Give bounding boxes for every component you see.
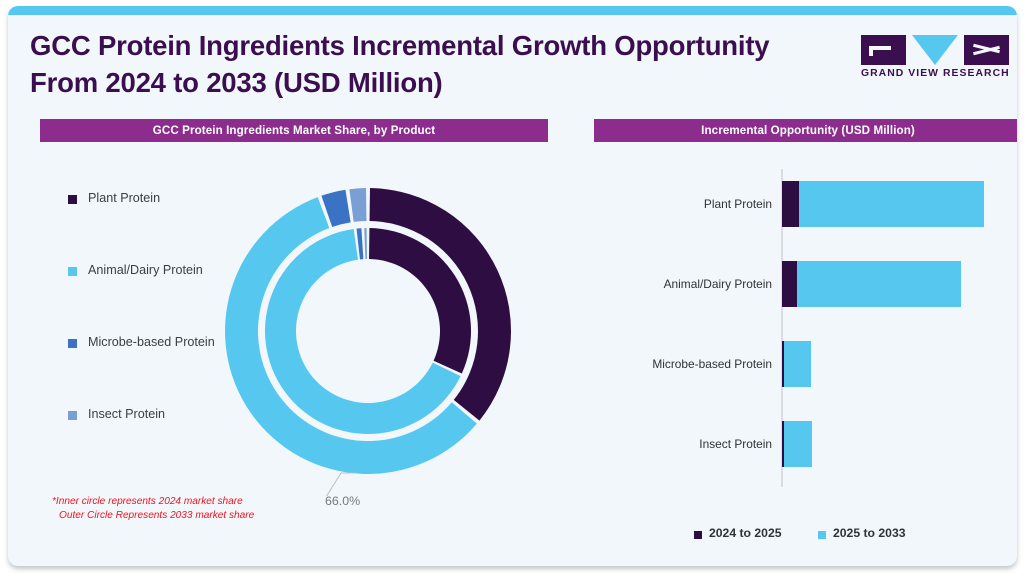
panel-header-incremental-opportunity: Incremental Opportunity (USD Million) — [594, 119, 1017, 142]
top-accent-bar — [8, 6, 1017, 15]
legend-label: 2024 to 2025 — [709, 526, 782, 540]
nested-donut-chart: 66.0% 58.5% — [213, 166, 533, 508]
legend-label: 2025 to 2033 — [833, 526, 906, 540]
legend-swatch-icon — [68, 411, 77, 420]
donut-svg — [224, 188, 511, 474]
legend-item-microbe-based-protein[interactable]: Microbe-based Protein — [68, 335, 268, 408]
logo-marks — [861, 35, 1009, 65]
card-container: GCC Protein Ingredients Incremental Grow… — [8, 6, 1017, 566]
donut-inner-percent-label: 66.0% — [325, 494, 361, 508]
legend-label: Plant Protein — [88, 191, 161, 205]
brand-logo: GRAND VIEW RESEARCH — [861, 35, 1009, 83]
footnote-line2: Outer Circle Represents 2033 market shar… — [59, 510, 255, 522]
donut-slice-outer-2[interactable] — [321, 189, 351, 227]
bar-segment-2024-2025[interactable] — [782, 421, 784, 467]
bar-segment-2025-2033[interactable] — [797, 261, 961, 307]
donut-legend: Plant Protein Animal/Dairy Protein Micro… — [68, 191, 268, 480]
legend-item-animal-dairy-protein[interactable]: Animal/Dairy Protein — [68, 263, 268, 336]
donut-slice-outer-1[interactable] — [224, 197, 477, 474]
donut-slice-inner-3[interactable] — [364, 228, 367, 260]
bar-category-label: Insect Protein — [699, 437, 772, 451]
bar-segment-2025-2033[interactable] — [784, 421, 812, 467]
donut-slice-outer-3[interactable] — [349, 188, 367, 222]
bar-segment-2024-2025[interactable] — [782, 341, 784, 387]
legend-item-plant-protein[interactable]: Plant Protein — [68, 191, 268, 264]
bar-chart-axis — [781, 169, 783, 487]
donut-slice-inner-0[interactable] — [369, 228, 472, 374]
legend-swatch-icon — [68, 267, 77, 276]
bar-segment-2024-2025[interactable] — [782, 181, 799, 227]
legend-label: Insect Protein — [88, 407, 166, 421]
legend-item-insect-protein[interactable]: Insect Protein — [68, 407, 268, 480]
bar-category-label: Microbe-based Protein — [652, 357, 772, 371]
logo-wordmark: GRAND VIEW RESEARCH — [861, 68, 1010, 79]
incremental-opportunity-bar-chart: Plant Protein Animal/Dairy Protein Micro… — [594, 161, 1017, 491]
logo-triangle-icon — [912, 35, 958, 65]
table-row[interactable]: Plant Protein — [594, 179, 1017, 229]
bar-category-label: Plant Protein — [703, 197, 772, 211]
logo-square-r-icon — [964, 35, 1009, 65]
page-title: GCC Protein Ingredients Incremental Grow… — [30, 28, 840, 101]
donut-slice-outer-0[interactable] — [369, 188, 511, 421]
page-title-line1: GCC Protein Ingredients Incremental Grow… — [30, 30, 770, 61]
logo-square-g-icon — [861, 35, 906, 65]
table-row[interactable]: Microbe-based Protein — [594, 339, 1017, 389]
table-row[interactable]: Insect Protein — [594, 419, 1017, 469]
panel-header-market-share: GCC Protein Ingredients Market Share, by… — [40, 119, 548, 142]
bar-segment-2025-2033[interactable] — [799, 181, 984, 227]
donut-slice-inner-2[interactable] — [356, 228, 364, 260]
legend-label: Microbe-based Protein — [88, 335, 215, 349]
bar-segment-2024-2025[interactable] — [782, 261, 797, 307]
bar-segment-2025-2033[interactable] — [783, 341, 811, 387]
footnote-line1: *Inner circle represents 2024 market sha… — [52, 496, 243, 507]
legend-label: Animal/Dairy Protein — [88, 263, 203, 277]
legend-swatch-icon — [68, 339, 77, 348]
footnote: *Inner circle represents 2024 market sha… — [52, 495, 382, 524]
legend-swatch-icon — [68, 195, 77, 204]
legend-swatch-icon — [694, 531, 702, 539]
table-row[interactable]: Animal/Dairy Protein — [594, 259, 1017, 309]
page-title-line2: From 2024 to 2033 (USD Million) — [30, 66, 443, 98]
bar-category-label: Animal/Dairy Protein — [663, 277, 772, 291]
donut-slice-inner-1[interactable] — [264, 229, 461, 434]
legend-swatch-icon — [818, 531, 826, 539]
